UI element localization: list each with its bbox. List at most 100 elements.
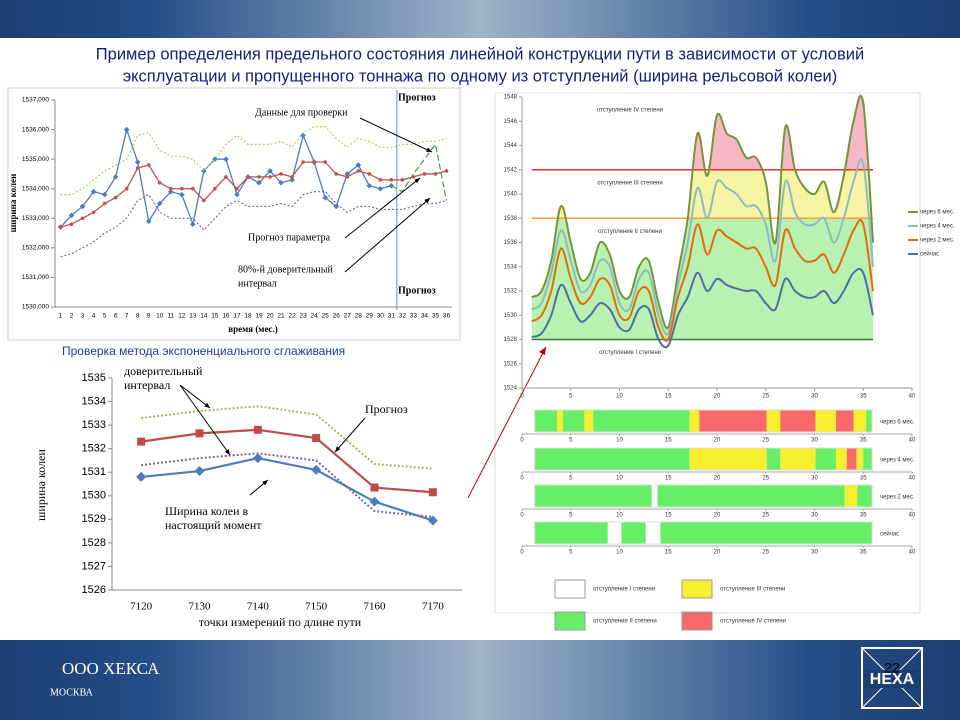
strip-frame — [534, 447, 873, 471]
zone-label: отступление II степени — [598, 229, 662, 235]
marker — [58, 225, 63, 229]
x-tick-label: 0 — [520, 513, 524, 519]
x-tick-label: 10 — [616, 550, 623, 556]
marker — [69, 222, 74, 226]
marker — [311, 464, 322, 475]
y-tick-label: 1530 — [82, 490, 106, 502]
x-tick-label: 7 — [125, 313, 129, 320]
y-tick-label: 1533 — [82, 419, 106, 431]
series-line — [141, 456, 434, 522]
y-tick-label: 1530 — [504, 313, 518, 319]
arrowhead — [204, 402, 210, 408]
y-tick-label: 1535 — [82, 372, 106, 384]
strip-segment — [853, 410, 867, 432]
x-tick-label: 18 — [244, 313, 252, 320]
strip-segment — [844, 485, 858, 507]
strip-frame — [534, 484, 873, 508]
marker — [195, 429, 204, 438]
arrowhead — [424, 198, 430, 204]
header-band — [0, 0, 960, 38]
annotation: настоящий момент — [165, 518, 262, 532]
strip-segment — [593, 410, 690, 432]
y-tick-label: 1548 — [504, 95, 518, 101]
x-tick-label: 10 — [616, 513, 623, 519]
x-tick-label: 30 — [811, 394, 818, 400]
zone-label: отступление III степени — [597, 180, 662, 186]
x-tick-label: 25 — [322, 313, 330, 320]
company-city: МОСКВА — [50, 687, 94, 698]
x-tick-label: 26 — [333, 313, 341, 320]
row-label: через 6 мес. — [880, 420, 915, 426]
strip-segment — [856, 448, 864, 470]
x-tick-label: 40 — [909, 438, 916, 444]
strip-frame — [534, 521, 873, 545]
marker — [389, 178, 394, 182]
annotation: интервал — [124, 378, 170, 392]
annotation-arrow — [334, 417, 366, 453]
y-tick-label: 1534 — [82, 395, 106, 407]
x-tick-label: 5 — [569, 394, 573, 400]
x-tick-label: 30 — [377, 313, 385, 320]
y-tick-label: 1524 — [504, 386, 518, 392]
x-tick-label: 15 — [665, 394, 672, 400]
page-number: 22 — [884, 660, 900, 676]
marker — [134, 159, 141, 165]
chart-title: Проверка метода экспоненциального сглажи… — [62, 344, 345, 358]
legend-swatch — [681, 611, 713, 631]
zone-label: отступление IV степени — [597, 108, 663, 114]
marker — [278, 180, 284, 186]
strip-frame — [534, 409, 873, 433]
marker — [334, 172, 339, 176]
x-tick-label: 7170 — [422, 601, 445, 613]
x-tick-label: 2 — [70, 313, 74, 320]
arrowhead — [426, 147, 432, 152]
y-tick-label: 1537,000 — [22, 97, 49, 104]
marker — [367, 172, 372, 176]
x-tick-label: 14 — [200, 313, 208, 320]
x-tick-label: 25 — [762, 438, 769, 444]
x-tick-label: 33 — [410, 313, 418, 320]
series-line — [60, 191, 447, 258]
strip-segment — [766, 448, 781, 470]
y-axis-label: ширина колеи — [34, 449, 48, 521]
series-line — [391, 142, 448, 201]
x-tick-label: 40 — [909, 394, 916, 400]
marker — [113, 195, 118, 200]
annotation: доверительный — [124, 364, 203, 378]
marker — [253, 425, 262, 434]
x-tick-label: 7160 — [364, 601, 387, 613]
x-tick-label: 5 — [569, 438, 573, 444]
y-tick-label: 1536,000 — [22, 126, 49, 133]
marker — [167, 188, 174, 195]
row-label: сейчас — [880, 531, 899, 538]
x-tick-label: 30 — [811, 438, 818, 444]
x-tick-label: 30 — [811, 476, 818, 482]
strip-segment — [660, 522, 873, 544]
marker — [191, 186, 195, 191]
marker — [356, 169, 361, 173]
x-tick-label: 21 — [277, 313, 285, 320]
x-tick-label: 32 — [399, 313, 407, 320]
x-tick-label: 23 — [300, 313, 308, 320]
strip-segment — [657, 485, 845, 507]
x-tick-label: 31 — [388, 313, 396, 320]
strip-segment — [815, 410, 836, 432]
strip-segment — [863, 448, 873, 470]
y-axis-label: ширина колеи — [8, 174, 18, 233]
marker — [323, 160, 327, 164]
marker — [422, 172, 427, 176]
y-tick-label: 1538 — [504, 216, 518, 222]
x-tick-label: 27 — [344, 313, 352, 320]
marker — [256, 180, 262, 186]
row-label: через 2 мес. — [880, 495, 915, 501]
marker — [124, 186, 129, 191]
strip-segment — [846, 448, 857, 470]
strip-segment — [699, 410, 767, 432]
x-axis-label: время (мес.) — [228, 324, 278, 334]
marker — [179, 191, 185, 198]
arrowhead — [224, 449, 230, 455]
y-tick-label: 1527 — [82, 560, 106, 572]
strip-segment — [621, 522, 646, 544]
marker — [234, 191, 240, 198]
x-tick-label: 30 — [811, 513, 818, 519]
